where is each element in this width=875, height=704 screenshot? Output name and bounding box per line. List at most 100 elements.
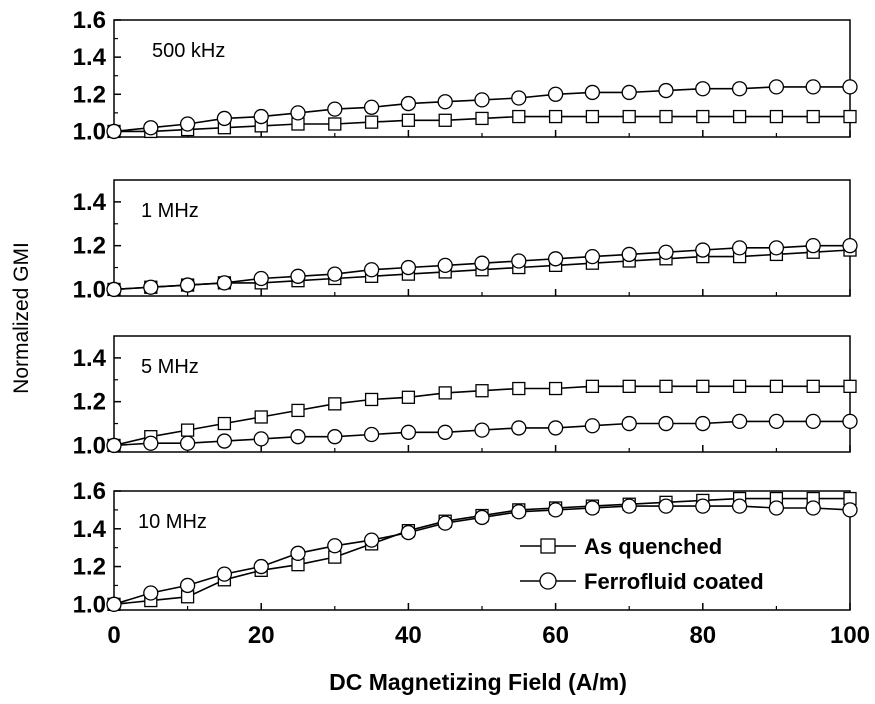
point-as-quenched (328, 397, 342, 411)
x-tick-label: 100 (830, 622, 870, 649)
point-ferrofluid-coated (290, 545, 306, 561)
point-ferrofluid-coated (584, 248, 601, 265)
point-as-quenched (475, 384, 489, 398)
panel-frequency-label: 500 kHz (152, 40, 225, 62)
point-ferrofluid-coated (253, 270, 269, 287)
x-tick-label: 0 (107, 622, 120, 649)
legend-label: Ferrofluid coated (584, 569, 764, 594)
point-ferrofluid-coated (584, 418, 601, 434)
y-tick-label: 1.2 (73, 233, 106, 260)
point-ferrofluid-coated (621, 84, 637, 101)
point-ferrofluid-coated (290, 429, 306, 445)
point-ferrofluid-coated (842, 79, 858, 95)
y-tick-label: 1.4 (73, 345, 107, 372)
point-ferrofluid-coated (768, 500, 785, 516)
point-ferrofluid-coated (621, 498, 637, 514)
panel-1: 1.0 1.2 1.4 1.6 500 kHz (73, 7, 858, 145)
point-as-quenched (364, 392, 379, 407)
x-tick-label: 20 (248, 622, 275, 649)
y-tick-label: 1.6 (73, 478, 106, 505)
legend-square-marker (540, 538, 556, 554)
point-ferrofluid-coated (584, 500, 601, 516)
point-as-quenched (512, 109, 526, 124)
point-as-quenched (548, 109, 563, 124)
point-ferrofluid-coated (400, 424, 417, 440)
point-ferrofluid-coated (658, 244, 674, 260)
point-ferrofluid-coated (363, 426, 380, 443)
point-ferrofluid-coated (511, 90, 527, 106)
y-tick-label: 1.4 (73, 44, 107, 71)
point-ferrofluid-coated (216, 433, 233, 449)
y-tick-label: 1.2 (73, 554, 106, 581)
point-ferrofluid-coated (511, 420, 527, 436)
panel-3: 1.0 1.2 1.4 5 MHz (73, 335, 858, 459)
point-ferrofluid-coated (621, 246, 637, 263)
point-as-quenched (659, 109, 673, 124)
point-ferrofluid-coated (695, 242, 711, 258)
point-as-quenched (843, 379, 857, 393)
point-ferrofluid-coated (842, 238, 858, 254)
point-ferrofluid-coated (474, 255, 490, 271)
point-as-quenched (622, 109, 636, 124)
point-ferrofluid-coated (547, 502, 564, 518)
point-as-quenched (401, 390, 416, 404)
point-ferrofluid-coated (143, 585, 159, 601)
point-ferrofluid-coated (474, 92, 490, 108)
y-tick-label: 1.2 (73, 81, 106, 108)
point-ferrofluid-coated (474, 509, 490, 526)
point-as-quenched (438, 113, 452, 127)
point-ferrofluid-coated (547, 251, 564, 267)
point-ferrofluid-coated (216, 275, 233, 291)
point-ferrofluid-coated (768, 240, 785, 256)
point-as-quenched (548, 381, 563, 396)
point-ferrofluid-coated (143, 435, 159, 451)
point-as-quenched (328, 117, 342, 131)
point-ferrofluid-coated (143, 120, 159, 136)
point-as-quenched (364, 115, 379, 129)
point-ferrofluid-coated (658, 498, 674, 514)
point-ferrofluid-coated (695, 415, 711, 432)
point-ferrofluid-coated (658, 82, 674, 99)
y-tick-label: 1.0 (73, 591, 106, 618)
point-as-quenched (401, 113, 416, 127)
y-tick-label: 1.2 (73, 389, 106, 416)
point-ferrofluid-coated (511, 504, 527, 520)
point-as-quenched (291, 403, 305, 418)
point-ferrofluid-coated (327, 429, 343, 445)
x-tick-label: 80 (689, 622, 716, 649)
panel-2: 1.0 1.2 1.4 1 MHz (73, 179, 858, 303)
point-as-quenched (438, 386, 452, 400)
y-tick-label: 1.0 (73, 276, 106, 303)
point-ferrofluid-coated (437, 424, 453, 440)
point-ferrofluid-coated (547, 86, 564, 102)
point-ferrofluid-coated (363, 262, 380, 278)
point-ferrofluid-coated (695, 498, 711, 514)
point-ferrofluid-coated (731, 498, 748, 514)
point-ferrofluid-coated (216, 110, 233, 127)
point-ferrofluid-coated (768, 79, 785, 95)
point-ferrofluid-coated (658, 415, 674, 432)
point-ferrofluid-coated (437, 257, 453, 274)
panel-frequency-label: 1 MHz (141, 200, 199, 222)
point-ferrofluid-coated (437, 515, 453, 531)
point-ferrofluid-coated (547, 420, 564, 436)
point-ferrofluid-coated (290, 105, 306, 121)
point-ferrofluid-coated (474, 422, 490, 438)
point-ferrofluid-coated (805, 238, 821, 254)
point-ferrofluid-coated (106, 437, 122, 454)
y-tick-label: 1.4 (73, 516, 107, 543)
point-ferrofluid-coated (805, 79, 821, 95)
legend: As quenched Ferrofluid coated (520, 534, 764, 594)
point-ferrofluid-coated (363, 99, 380, 115)
y-axis-title: Normalized GMI (10, 242, 33, 394)
point-ferrofluid-coated (179, 277, 196, 293)
point-ferrofluid-coated (363, 532, 380, 548)
point-ferrofluid-coated (400, 95, 417, 112)
point-ferrofluid-coated (106, 123, 122, 140)
point-as-quenched (512, 381, 526, 396)
point-ferrofluid-coated (584, 84, 601, 101)
point-ferrofluid-coated (253, 431, 269, 447)
point-ferrofluid-coated (106, 281, 122, 298)
point-ferrofluid-coated (400, 259, 417, 276)
